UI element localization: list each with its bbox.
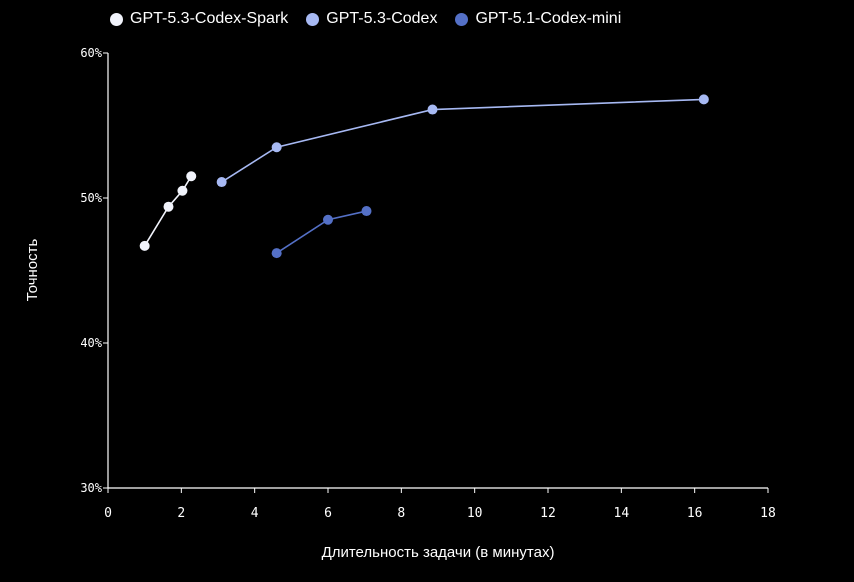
y-tick-label: 60% bbox=[80, 46, 102, 60]
data-point[interactable] bbox=[139, 240, 150, 251]
series-2 bbox=[271, 206, 372, 259]
y-tick-label: 40% bbox=[80, 336, 102, 350]
data-point[interactable] bbox=[177, 185, 188, 196]
data-point[interactable] bbox=[427, 104, 438, 115]
x-tick-label: 0 bbox=[104, 506, 112, 521]
data-point[interactable] bbox=[216, 177, 227, 188]
x-tick-label: 14 bbox=[614, 506, 630, 521]
x-tick-label: 10 bbox=[467, 506, 483, 521]
data-point[interactable] bbox=[698, 94, 709, 105]
x-tick-label: 12 bbox=[540, 506, 556, 521]
legend-label-codex: GPT-5.3-Codex bbox=[326, 10, 438, 27]
legend-label-spark: GPT-5.3-Codex-Spark bbox=[130, 10, 289, 27]
x-tick-label: 18 bbox=[760, 506, 776, 521]
data-point[interactable] bbox=[361, 206, 372, 217]
legend-item-codex-mini[interactable]: GPT-5.1-Codex-mini bbox=[455, 10, 621, 28]
legend: GPT-5.3-Codex-Spark GPT-5.3-Codex GPT-5.… bbox=[110, 10, 621, 28]
data-point[interactable] bbox=[163, 201, 174, 212]
axes: 30% 40% 50% 60% 0 2 4 6 8 10 12 14 16 18 bbox=[80, 46, 776, 521]
legend-item-codex[interactable]: GPT-5.3-Codex bbox=[306, 10, 437, 28]
legend-item-spark[interactable]: GPT-5.3-Codex-Spark bbox=[110, 10, 288, 28]
data-point[interactable] bbox=[186, 171, 197, 182]
x-tick-label: 6 bbox=[324, 506, 332, 521]
y-tick-label: 50% bbox=[80, 191, 102, 205]
series-line bbox=[276, 210, 367, 254]
legend-label-codex-mini: GPT-5.1-Codex-mini bbox=[475, 10, 622, 27]
x-axis-title: Длительность задачи (в минутах) bbox=[322, 544, 555, 561]
x-tick-label: 2 bbox=[177, 506, 185, 521]
y-tick-label: 30% bbox=[80, 481, 102, 495]
x-tick-label: 16 bbox=[687, 506, 703, 521]
legend-marker-codex-mini bbox=[455, 12, 469, 26]
series-layer bbox=[139, 94, 709, 259]
series-line bbox=[143, 175, 192, 247]
series-line bbox=[221, 98, 704, 183]
x-tick-label: 8 bbox=[397, 506, 405, 521]
legend-marker-codex bbox=[306, 12, 320, 26]
data-point[interactable] bbox=[271, 248, 282, 259]
y-axis-title: Точность bbox=[24, 239, 41, 302]
series-1 bbox=[216, 94, 709, 188]
data-point[interactable] bbox=[323, 214, 333, 225]
legend-marker-spark bbox=[110, 12, 123, 26]
data-point[interactable] bbox=[271, 142, 282, 153]
series-0 bbox=[139, 171, 197, 251]
x-tick-label: 4 bbox=[251, 506, 259, 521]
